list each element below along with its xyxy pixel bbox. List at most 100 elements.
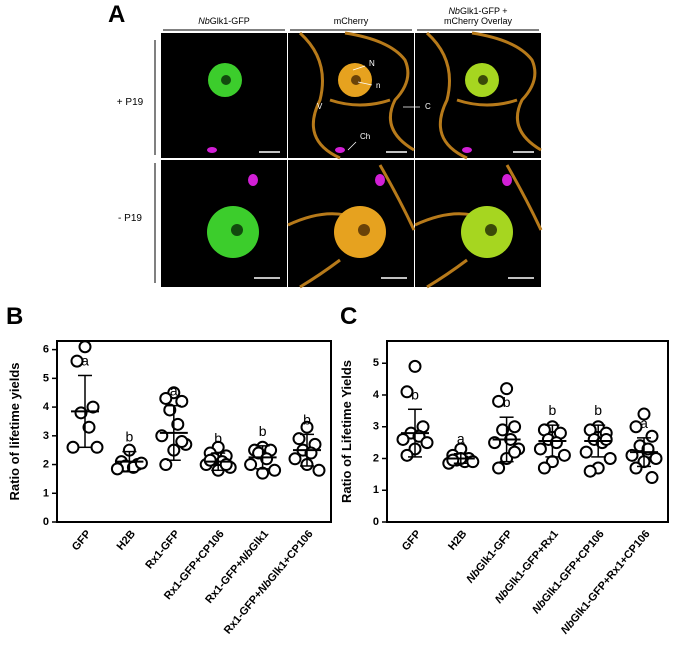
data-point	[408, 359, 422, 373]
data-point	[533, 442, 547, 456]
significance-letter: b	[303, 411, 311, 427]
y-tick-label: 1	[43, 487, 49, 499]
y-axis-label: Ratio of lifetime yields	[7, 363, 22, 501]
data-point	[508, 445, 522, 459]
x-tick-label: NbGlk1-GFP+Rx1+CP106	[559, 528, 653, 636]
significance-letter: a	[640, 415, 648, 431]
cell-wall	[298, 31, 415, 160]
x-tick-label: Rx1-GFP	[143, 528, 182, 571]
data-point	[70, 354, 84, 368]
chloroplast	[502, 174, 512, 186]
data-point	[537, 461, 551, 475]
data-point	[396, 432, 410, 446]
y-tick-label: 5	[43, 372, 49, 384]
data-point	[637, 407, 651, 421]
y-axis-label: Ratio of Lifetime Yields	[339, 360, 354, 503]
x-tick-label: Rx1-GFP+NbGlk1+CP106	[222, 528, 316, 636]
x-tick-label: GFP	[400, 528, 424, 553]
data-point	[175, 435, 189, 449]
data-point	[175, 394, 189, 408]
chloroplast	[248, 174, 258, 186]
data-point	[603, 451, 617, 465]
column-header: NbGlk1-GFP	[198, 16, 250, 26]
chloroplast	[335, 147, 345, 153]
data-point	[163, 403, 177, 417]
cell-wall	[287, 164, 416, 289]
data-point	[557, 448, 571, 462]
nucleolus	[358, 224, 370, 236]
data-point	[629, 420, 643, 434]
data-point	[171, 417, 185, 431]
cell-wall	[425, 31, 542, 160]
significance-letter: b	[214, 430, 222, 446]
panel-label: C	[340, 303, 357, 330]
row-label: + P19	[117, 97, 144, 108]
data-point	[549, 436, 563, 450]
significance-letter: b	[126, 428, 134, 444]
nucleolus	[485, 224, 497, 236]
x-tick-label: NbGlk1-GFP	[464, 528, 515, 585]
data-point	[500, 382, 514, 396]
data-point	[159, 391, 173, 405]
y-tick-label: 3	[43, 430, 49, 442]
data-point	[260, 452, 274, 466]
significance-letter: b	[411, 386, 419, 402]
data-point	[288, 452, 302, 466]
cell-wall	[414, 164, 543, 289]
annotation: n	[376, 81, 380, 90]
nucleolus	[351, 75, 361, 85]
significance-letter: b	[594, 402, 602, 418]
y-tick-label: 0	[373, 516, 379, 528]
data-point	[134, 456, 148, 470]
nucleolus	[478, 75, 488, 85]
data-point	[86, 400, 100, 414]
data-point	[82, 420, 96, 434]
data-point	[268, 463, 282, 477]
panel-a-images	[154, 29, 543, 289]
nucleolus	[221, 75, 231, 85]
significance-letter: a	[170, 382, 178, 398]
data-point	[244, 458, 258, 472]
plot-frame	[386, 340, 669, 523]
data-point	[159, 458, 173, 472]
chloroplast	[462, 147, 472, 153]
data-point	[496, 423, 510, 437]
significance-letter: b	[259, 423, 267, 439]
y-tick-label: 4	[43, 401, 50, 413]
data-point	[508, 420, 522, 434]
data-point	[400, 385, 414, 399]
scale-bars	[254, 151, 534, 279]
data-point	[599, 432, 613, 446]
y-tick-label: 1	[373, 484, 379, 496]
data-point	[203, 453, 217, 467]
data-point	[110, 462, 124, 476]
x-tick-label: H2B	[446, 528, 469, 553]
panel-label: A	[108, 1, 125, 28]
significance-letter: b	[549, 402, 557, 418]
data-point	[492, 461, 506, 475]
data-point	[300, 420, 314, 434]
annotation: C	[425, 102, 431, 111]
column-header: NbGlk1-GFP +	[448, 6, 507, 16]
y-tick-label: 6	[43, 344, 49, 356]
data-point	[492, 394, 506, 408]
row-label: - P19	[118, 213, 142, 224]
annotation: V	[317, 102, 323, 111]
annotation: Ch	[360, 132, 370, 141]
y-tick-label: 3	[373, 421, 379, 433]
data-point	[645, 471, 659, 485]
header-rules	[154, 29, 539, 283]
data-point	[420, 436, 434, 450]
chloroplast	[375, 174, 385, 186]
y-tick-label: 0	[43, 516, 49, 528]
data-point	[78, 340, 92, 354]
data-point	[583, 464, 597, 478]
data-point	[649, 451, 663, 465]
y-tick-label: 5	[373, 357, 379, 369]
data-point	[579, 445, 593, 459]
data-point	[645, 429, 659, 443]
data-point	[400, 448, 414, 462]
y-tick-label: 4	[373, 389, 380, 401]
chloroplast	[207, 147, 217, 153]
